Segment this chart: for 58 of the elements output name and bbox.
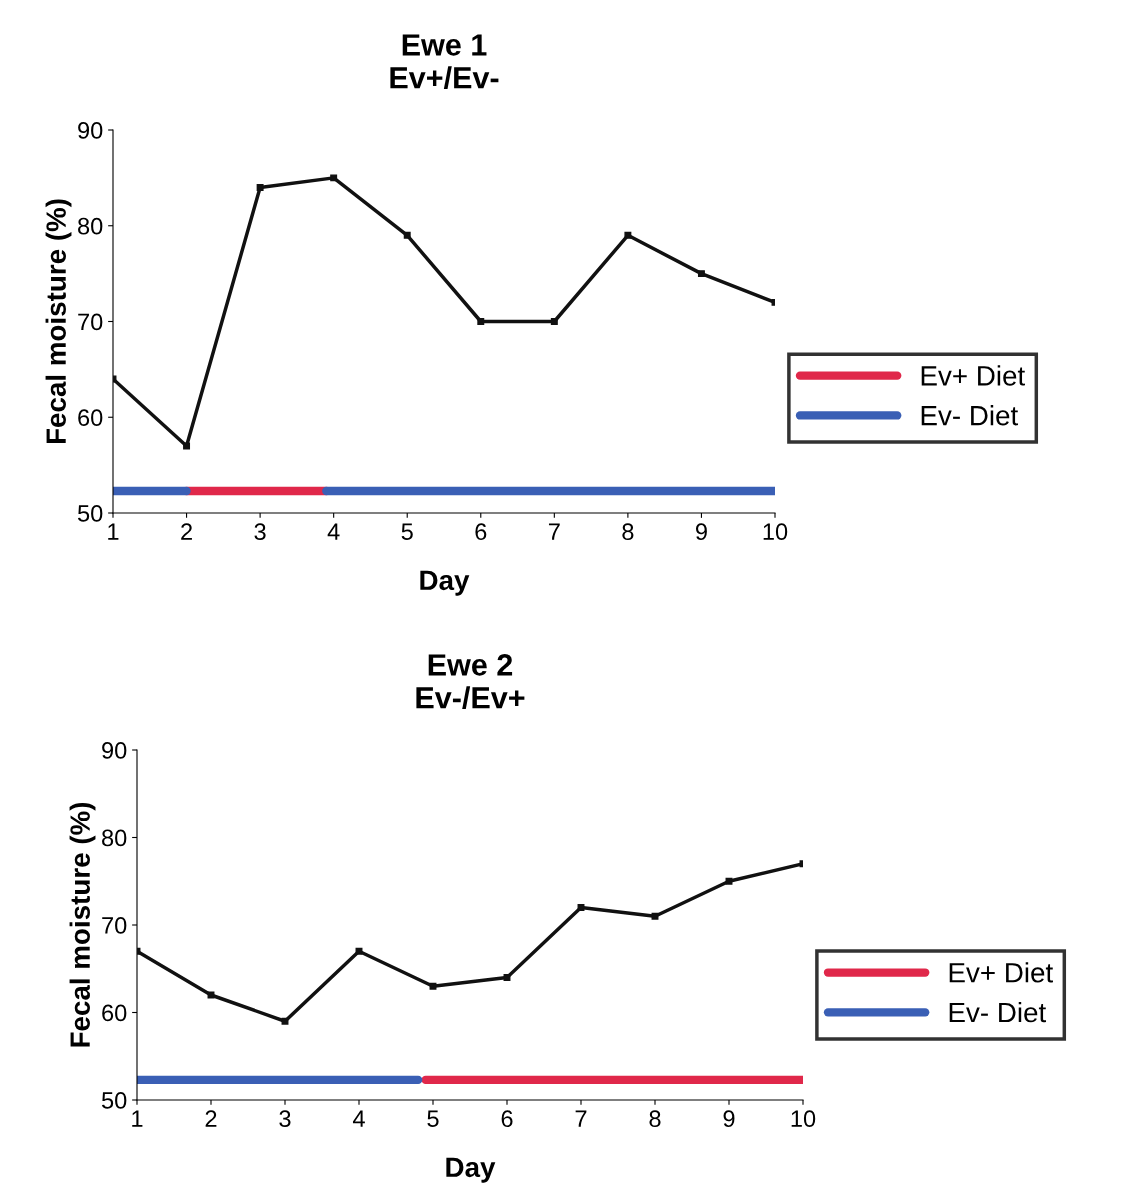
x-tick-label: 8 xyxy=(622,523,634,541)
y-tick-label: 70 xyxy=(78,313,103,331)
x-tick-label: 5 xyxy=(401,523,413,541)
x-tick-label: 1 xyxy=(132,1110,143,1127)
x-tick-label: 9 xyxy=(695,523,707,541)
point xyxy=(429,982,437,990)
chart-title: Ewe 1 xyxy=(402,34,487,56)
point xyxy=(281,1017,289,1025)
point xyxy=(697,270,705,278)
x-tick-label: 3 xyxy=(254,523,266,541)
legend-label: Ev- Diet xyxy=(949,1001,1047,1023)
point xyxy=(183,442,191,450)
x-tick-label: 6 xyxy=(475,523,487,541)
x-tick-label: 1 xyxy=(108,523,119,540)
point xyxy=(577,904,585,911)
x-tick-label: 10 xyxy=(791,1110,816,1128)
y-axis-title: Fecal moisture (%) xyxy=(45,199,72,444)
chart-title: Ewe 2 xyxy=(428,654,513,676)
x-tick-label: 3 xyxy=(279,1110,291,1128)
point xyxy=(651,912,659,920)
x-axis-title: Day xyxy=(446,1157,496,1183)
point xyxy=(503,974,511,981)
y-tick-label: 80 xyxy=(78,217,103,235)
point xyxy=(403,231,411,239)
chart-subtitle: Ev-/Ev+ xyxy=(416,686,525,709)
x-tick-label: 7 xyxy=(548,523,560,540)
legend-label: Ev+ Diet xyxy=(921,365,1025,386)
y-tick-label: 90 xyxy=(102,742,127,759)
x-tick-label: 4 xyxy=(327,523,340,540)
x-axis-title: Day xyxy=(420,570,470,596)
x-tick-label: 10 xyxy=(763,523,788,541)
y-tick-label: 60 xyxy=(78,409,103,427)
x-tick-label: 9 xyxy=(723,1110,735,1128)
y-tick-label: 50 xyxy=(77,505,103,522)
x-tick-label: 7 xyxy=(575,1110,587,1127)
legend-label: Ev+ Diet xyxy=(949,962,1053,983)
chart-subtitle: Ev+/Ev- xyxy=(390,66,499,89)
y-tick-label: 50 xyxy=(101,1092,127,1109)
y-tick-label: 60 xyxy=(102,1004,127,1022)
point xyxy=(624,231,632,239)
point xyxy=(355,947,363,955)
point xyxy=(256,183,264,191)
x-tick-label: 5 xyxy=(427,1110,439,1128)
legend-label: Ev- Diet xyxy=(921,405,1019,426)
x-tick-label: 2 xyxy=(205,1110,217,1127)
y-tick-label: 70 xyxy=(102,917,127,934)
line-series xyxy=(137,860,803,1025)
x-tick-label: 6 xyxy=(501,1110,513,1128)
y-axis-title: Fecal moisture (%) xyxy=(69,802,96,1047)
x-tick-label: 8 xyxy=(649,1110,661,1128)
x-tick-label: 2 xyxy=(181,523,192,540)
point xyxy=(330,174,338,182)
x-tick-label: 4 xyxy=(352,1110,365,1127)
point xyxy=(477,318,485,325)
y-tick-label: 90 xyxy=(78,122,103,139)
point xyxy=(725,877,733,885)
point xyxy=(550,318,558,325)
y-tick-label: 80 xyxy=(102,829,127,847)
